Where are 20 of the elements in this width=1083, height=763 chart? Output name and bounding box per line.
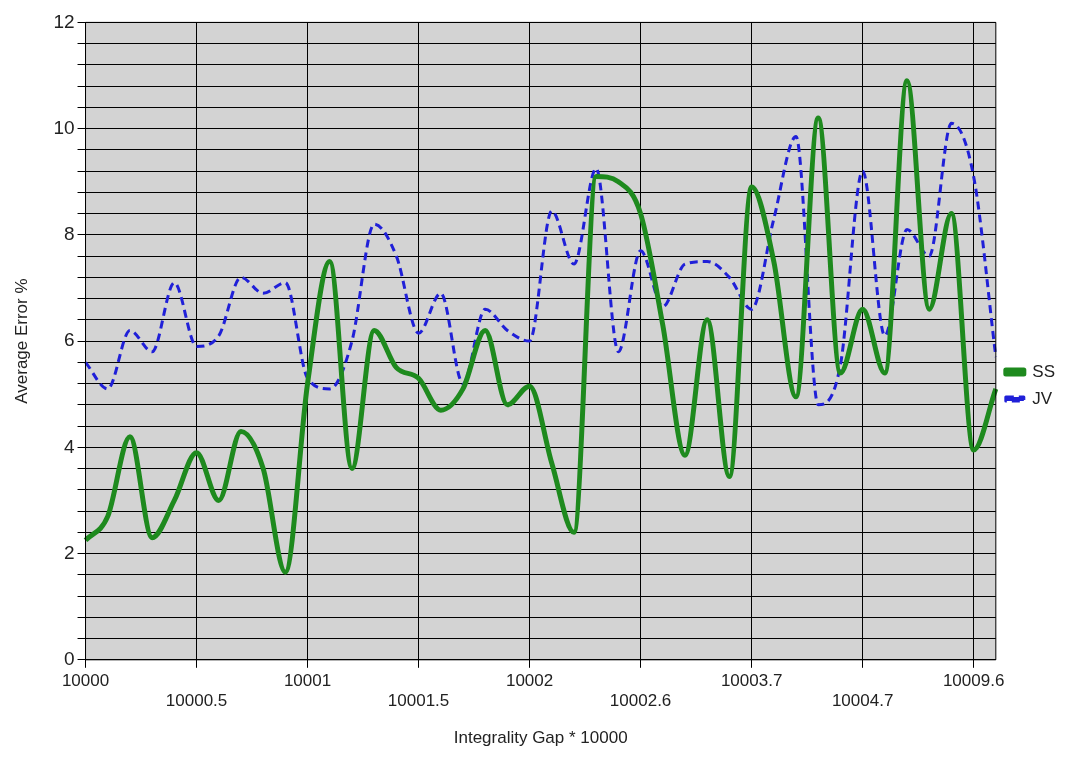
y-tick-label: 4 — [63, 435, 75, 457]
y-tick-label: 2 — [63, 541, 75, 563]
x-tick-label: 10000 — [61, 670, 110, 690]
x-tick-label: 10002 — [505, 670, 554, 690]
y-tick-label: 6 — [63, 329, 75, 351]
x-axis-title: Integrality Gap * 10000 — [453, 728, 628, 748]
y-axis-title: Average Error % — [11, 278, 31, 404]
x-tick-label: 10001 — [283, 670, 332, 690]
y-tick-label: 0 — [63, 648, 75, 670]
x-tick-label: 10002.6 — [609, 691, 672, 711]
y-tick-label: 10 — [53, 116, 75, 138]
x-tick-label: 10001.5 — [387, 691, 450, 711]
legend-label: JV — [1032, 388, 1053, 408]
legend-label: SS — [1032, 361, 1056, 381]
x-tick-label: 10000.5 — [165, 691, 228, 711]
y-tick-label: 12 — [53, 10, 75, 32]
x-tick-label: 10003.7 — [720, 670, 783, 690]
y-tick-label: 8 — [63, 223, 75, 245]
x-tick-label: 10004.7 — [831, 691, 894, 711]
x-tick-label: 10009.6 — [942, 670, 1005, 690]
